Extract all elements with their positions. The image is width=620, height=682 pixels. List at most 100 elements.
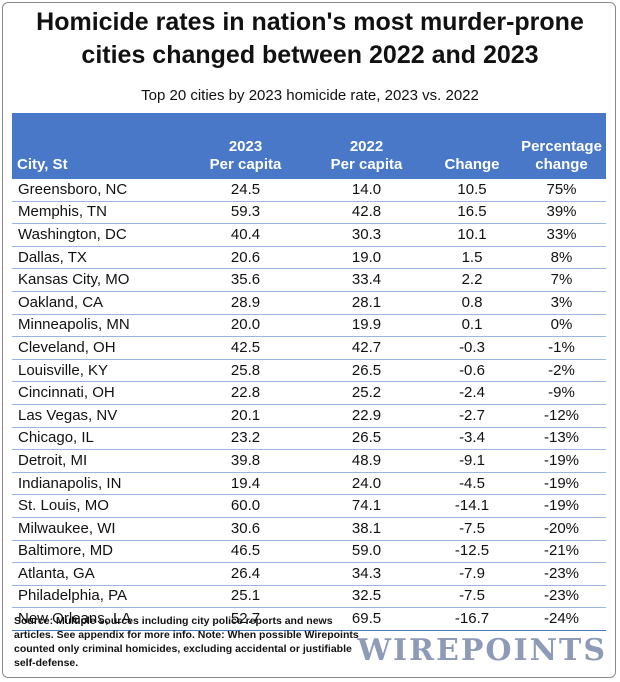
table-row: Atlanta, GA 26.4 34.3 -7.9 -23% — [12, 562, 606, 586]
header-city: City, St — [12, 113, 185, 179]
cell-city: Louisville, KY — [12, 359, 185, 383]
source-note: Source: Multiple sources including city … — [14, 615, 359, 669]
cell-change: 10.5 — [427, 179, 517, 202]
header-2023-line2: Per capita — [209, 156, 282, 173]
cell-rate-2022: 22.9 — [306, 404, 427, 428]
cell-rate-2023: 25.8 — [185, 359, 306, 383]
table-row: Oakland, CA 28.9 28.1 0.8 3% — [12, 291, 606, 315]
cell-rate-2023: 52.7 — [185, 607, 306, 631]
table-row: Milwaukee, WI 30.6 38.1 -7.5 -20% — [12, 517, 606, 541]
cell-percentage-change: 7% — [517, 268, 606, 292]
cell-rate-2022: 59.0 — [306, 540, 427, 564]
cell-city: Cincinnati, OH — [12, 381, 185, 405]
homicide-table: City, St 2023 Per capita 2022 Per capita… — [12, 113, 606, 631]
cell-change: -7.5 — [427, 585, 517, 609]
cell-rate-2023: 40.4 — [185, 223, 306, 247]
cell-percentage-change: -19% — [517, 449, 606, 473]
chart-subtitle: Top 20 cities by 2023 homicide rate, 202… — [141, 87, 479, 104]
cell-change: -4.5 — [427, 472, 517, 496]
cell-percentage-change: 0% — [517, 314, 606, 338]
cell-change: -2.7 — [427, 404, 517, 428]
cell-percentage-change: -24% — [517, 607, 606, 631]
cell-city: Indianapolis, IN — [12, 472, 185, 496]
cell-percentage-change: -1% — [517, 336, 606, 360]
cell-rate-2023: 22.8 — [185, 381, 306, 405]
cell-rate-2023: 46.5 — [185, 540, 306, 564]
cell-rate-2023: 42.5 — [185, 336, 306, 360]
table-row: Philadelphia, PA 25.1 32.5 -7.5 -23% — [12, 585, 606, 609]
cell-rate-2023: 59.3 — [185, 201, 306, 225]
cell-change: -7.5 — [427, 517, 517, 541]
cell-rate-2022: 28.1 — [306, 291, 427, 315]
cell-change: -16.7 — [427, 607, 517, 631]
cell-change: 0.1 — [427, 314, 517, 338]
cell-change: -3.4 — [427, 427, 517, 451]
header-2023: 2023 Per capita — [185, 113, 306, 179]
header-2022-line2: Per capita — [330, 156, 403, 173]
cell-change: -2.4 — [427, 381, 517, 405]
table-row: Baltimore, MD 46.5 59.0 -12.5 -21% — [12, 540, 606, 564]
table-row: Chicago, IL 23.2 26.5 -3.4 -13% — [12, 427, 606, 451]
table-row: Minneapolis, MN 20.0 19.9 0.1 0% — [12, 314, 606, 338]
cell-percentage-change: -21% — [517, 540, 606, 564]
cell-city: Detroit, MI — [12, 449, 185, 473]
table-row: Las Vegas, NV 20.1 22.9 -2.7 -12% — [12, 404, 606, 428]
cell-rate-2023: 60.0 — [185, 494, 306, 518]
cell-city: Baltimore, MD — [12, 540, 185, 564]
header-pct-line1: Percentage — [521, 138, 602, 155]
cell-rate-2023: 23.2 — [185, 427, 306, 451]
cell-percentage-change: -12% — [517, 404, 606, 428]
cell-percentage-change: -9% — [517, 381, 606, 405]
cell-rate-2022: 48.9 — [306, 449, 427, 473]
cell-rate-2022: 42.7 — [306, 336, 427, 360]
cell-percentage-change: -23% — [517, 562, 606, 586]
cell-rate-2022: 42.8 — [306, 201, 427, 225]
cell-rate-2022: 69.5 — [306, 607, 427, 631]
cell-rate-2023: 26.4 — [185, 562, 306, 586]
cell-rate-2023: 19.4 — [185, 472, 306, 496]
cell-city: New Orleans, LA — [12, 607, 185, 631]
cell-city: Kansas City, MO — [12, 268, 185, 292]
table-header: City, St 2023 Per capita 2022 Per capita… — [12, 113, 606, 179]
cell-change: -12.5 — [427, 540, 517, 564]
cell-percentage-change: -19% — [517, 494, 606, 518]
cell-rate-2022: 19.0 — [306, 246, 427, 270]
cell-rate-2023: 30.6 — [185, 517, 306, 541]
header-2022: 2022 Per capita — [306, 113, 427, 179]
header-change: Change — [427, 113, 517, 179]
cell-rate-2022: 25.2 — [306, 381, 427, 405]
cell-change: 16.5 — [427, 201, 517, 225]
cell-city: Chicago, IL — [12, 427, 185, 451]
table-row: New Orleans, LA 52.7 69.5 -16.7 -24% — [12, 607, 606, 631]
cell-percentage-change: -2% — [517, 359, 606, 383]
cell-percentage-change: 75% — [517, 179, 606, 202]
cell-city: Memphis, TN — [12, 201, 185, 225]
cell-rate-2023: 39.8 — [185, 449, 306, 473]
cell-city: Minneapolis, MN — [12, 314, 185, 338]
cell-city: Atlanta, GA — [12, 562, 185, 586]
cell-city: Cleveland, OH — [12, 336, 185, 360]
cell-change: -14.1 — [427, 494, 517, 518]
table-body: Greensboro, NC 24.5 14.0 10.5 75% Memphis, TN… — [12, 179, 606, 631]
table-row: Cleveland, OH 42.5 42.7 -0.3 -1% — [12, 336, 606, 360]
cell-change: -7.9 — [427, 562, 517, 586]
cell-rate-2022: 24.0 — [306, 472, 427, 496]
cell-rate-2023: 20.0 — [185, 314, 306, 338]
table-row: St. Louis, MO 60.0 74.1 -14.1 -19% — [12, 494, 606, 518]
cell-rate-2022: 33.4 — [306, 268, 427, 292]
cell-rate-2023: 35.6 — [185, 268, 306, 292]
wirepoints-logo: WIREPOINTS — [357, 633, 607, 668]
table-row: Dallas, TX 20.6 19.0 1.5 8% — [12, 246, 606, 270]
cell-change: -9.1 — [427, 449, 517, 473]
table-row: Cincinnati, OH 22.8 25.2 -2.4 -9% — [12, 381, 606, 405]
cell-rate-2023: 20.1 — [185, 404, 306, 428]
cell-rate-2022: 74.1 — [306, 494, 427, 518]
cell-change: 10.1 — [427, 223, 517, 247]
table-row: Greensboro, NC 24.5 14.0 10.5 75% — [12, 179, 606, 202]
header-2022-line1: 2022 — [349, 138, 384, 155]
title-line-1: Homicide rates in nation's most murder-p… — [36, 8, 584, 36]
header-2023-line1: 2023 — [228, 138, 263, 155]
cell-rate-2022: 34.3 — [306, 562, 427, 586]
cell-rate-2023: 25.1 — [185, 585, 306, 609]
